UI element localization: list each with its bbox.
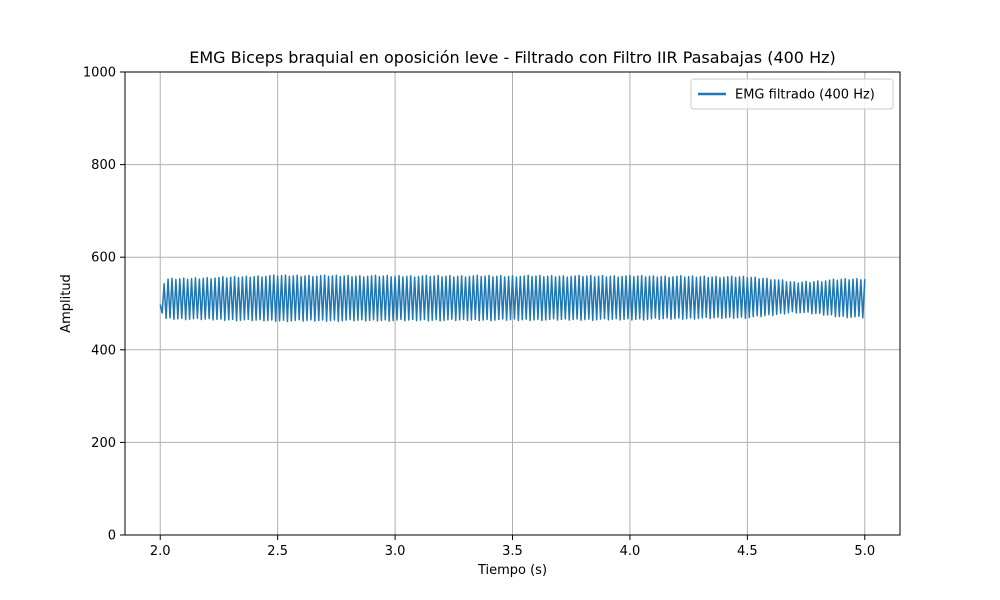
y-tick-label: 800	[91, 158, 116, 173]
x-tick-label: 2.5	[267, 544, 288, 559]
x-tick-label: 5.0	[854, 544, 875, 559]
x-tick-label: 4.5	[737, 544, 758, 559]
y-axis-label: Amplitud	[59, 274, 74, 333]
x-tick-label: 2.0	[150, 544, 171, 559]
legend: EMG filtrado (400 Hz)	[690, 78, 894, 110]
x-tick-label: 4.0	[620, 544, 641, 559]
y-tick-label: 400	[91, 343, 116, 358]
x-tick-label: 3.0	[385, 544, 406, 559]
y-tick-label: 600	[91, 251, 116, 266]
legend-box	[690, 78, 894, 110]
y-axis-ticks: 0 200 400 600 800 1000	[83, 66, 125, 544]
series-line-emg-filtrado	[159, 274, 866, 323]
x-axis-label: Tiempo (s)	[477, 563, 547, 578]
x-axis-ticks: 2.0 2.5 3.0 3.5 4.0 4.5 5.0	[150, 535, 875, 559]
chart-title: EMG Biceps braquial en oposición leve - …	[189, 48, 835, 67]
legend-label-emg-filtrado: EMG filtrado (400 Hz)	[735, 88, 875, 103]
y-tick-label: 0	[108, 529, 116, 544]
y-tick-label: 1000	[83, 66, 116, 81]
y-tick-label: 200	[91, 436, 116, 451]
x-tick-label: 3.5	[502, 544, 523, 559]
series-layer	[159, 274, 866, 323]
